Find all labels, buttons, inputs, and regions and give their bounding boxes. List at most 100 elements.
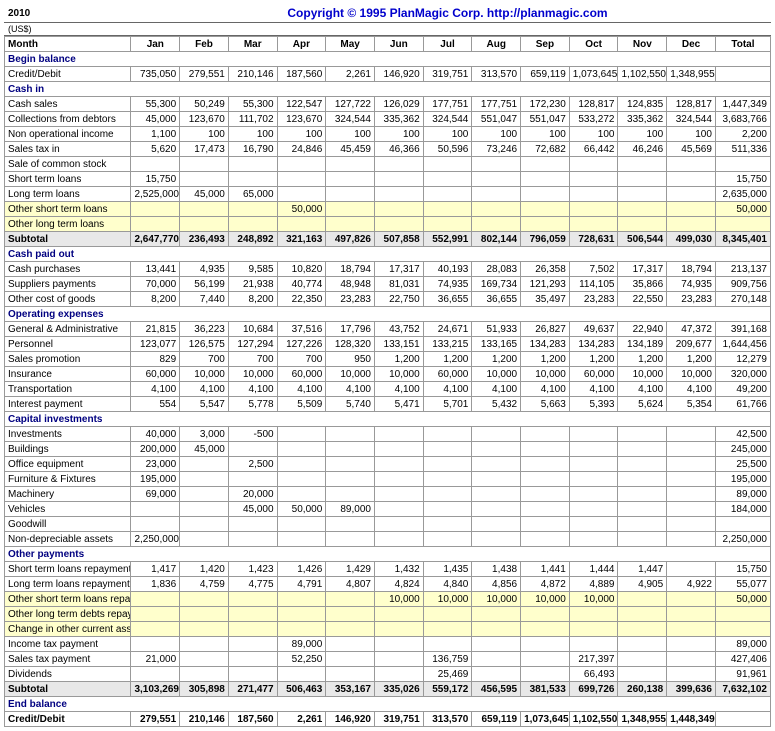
cell: 136,759 <box>423 652 472 667</box>
cashflow-table: MonthJanFebMarAprMayJunJulAugSepOctNovDe… <box>4 36 771 727</box>
cell: 134,283 <box>521 337 570 352</box>
cell <box>374 472 423 487</box>
cell <box>667 472 716 487</box>
cell: 133,151 <box>374 337 423 352</box>
cell: 1,423 <box>228 562 277 577</box>
table-row: Long term loans repayment1,8364,7594,775… <box>5 577 771 592</box>
cell <box>569 187 618 202</box>
cell: 1,836 <box>131 577 180 592</box>
cell: 319,751 <box>423 67 472 82</box>
total-header: Total <box>715 37 770 52</box>
cell <box>326 217 375 232</box>
cell: 17,796 <box>326 322 375 337</box>
cell <box>423 172 472 187</box>
cell <box>180 202 229 217</box>
cell: 4,100 <box>326 382 375 397</box>
cell: 25,469 <box>423 667 472 682</box>
cell: 4,100 <box>228 382 277 397</box>
cell <box>618 487 667 502</box>
table-row: Credit/Debit279,551210,146187,5602,26114… <box>5 712 771 727</box>
row-label: Short term loans repayment <box>5 562 131 577</box>
cell <box>569 472 618 487</box>
row-label: Other cost of goods <box>5 292 131 307</box>
cell: 950 <box>326 352 375 367</box>
cell <box>374 187 423 202</box>
cell: 236,493 <box>180 232 229 247</box>
cell: 4,100 <box>423 382 472 397</box>
row-label: Sale of common stock <box>5 157 131 172</box>
table-row: Other payments <box>5 547 771 562</box>
row-label: Long term loans repayment <box>5 577 131 592</box>
cell: 13,441 <box>131 262 180 277</box>
cell <box>472 502 521 517</box>
cell <box>131 637 180 652</box>
cell: 551,047 <box>472 112 521 127</box>
cell <box>326 517 375 532</box>
cell: 10,000 <box>472 592 521 607</box>
cell: 18,794 <box>667 262 716 277</box>
cell <box>277 472 326 487</box>
cell: 47,372 <box>667 322 716 337</box>
cell <box>715 607 770 622</box>
cell <box>180 172 229 187</box>
cell <box>228 637 277 652</box>
cell: 5,547 <box>180 397 229 412</box>
cell: 313,570 <box>423 712 472 727</box>
row-label: Insurance <box>5 367 131 382</box>
cell <box>423 457 472 472</box>
cell: 506,463 <box>277 682 326 697</box>
cell: 1,417 <box>131 562 180 577</box>
cell <box>618 202 667 217</box>
row-label: Other long term loans <box>5 217 131 232</box>
cell: 4,824 <box>374 577 423 592</box>
cell <box>521 202 570 217</box>
cell: 66,493 <box>569 667 618 682</box>
cell <box>374 427 423 442</box>
cell <box>131 667 180 682</box>
cell <box>180 607 229 622</box>
cell: 1,432 <box>374 562 423 577</box>
cell: 260,138 <box>618 682 667 697</box>
cell: 100 <box>228 127 277 142</box>
cell <box>228 667 277 682</box>
cell: 123,077 <box>131 337 180 352</box>
cell <box>374 217 423 232</box>
cell: 50,249 <box>180 97 229 112</box>
cell: 146,920 <box>326 712 375 727</box>
cell: 699,726 <box>569 682 618 697</box>
month-header: Sep <box>521 37 570 52</box>
cell: 1,200 <box>618 352 667 367</box>
cell: 209,677 <box>667 337 716 352</box>
table-row: Sale of common stock <box>5 157 771 172</box>
cell <box>472 487 521 502</box>
cell: 2,500 <box>228 457 277 472</box>
cell: 909,756 <box>715 277 770 292</box>
cell <box>667 652 716 667</box>
cell <box>180 472 229 487</box>
cell: 728,631 <box>569 232 618 247</box>
cell: 4,100 <box>667 382 716 397</box>
cell <box>180 622 229 637</box>
table-body: Begin balanceCredit/Debit735,050279,5512… <box>5 52 771 727</box>
cell: 50,000 <box>277 202 326 217</box>
cell: 50,000 <box>277 502 326 517</box>
cell <box>180 517 229 532</box>
cell: 22,940 <box>618 322 667 337</box>
cell: 55,300 <box>228 97 277 112</box>
cell: 61,766 <box>715 397 770 412</box>
cell: 45,459 <box>326 142 375 157</box>
cell: 126,575 <box>180 337 229 352</box>
cell <box>667 442 716 457</box>
row-label: Interest payment <box>5 397 131 412</box>
cell: 4,100 <box>618 382 667 397</box>
cell: 24,846 <box>277 142 326 157</box>
cell: 2,261 <box>277 712 326 727</box>
cell: 10,000 <box>326 367 375 382</box>
cell: 7,502 <box>569 262 618 277</box>
cell <box>618 652 667 667</box>
cell: 184,000 <box>715 502 770 517</box>
cell: 28,083 <box>472 262 521 277</box>
table-row: Investments40,0003,000-50042,500 <box>5 427 771 442</box>
cell <box>277 592 326 607</box>
cell: 1,435 <box>423 562 472 577</box>
